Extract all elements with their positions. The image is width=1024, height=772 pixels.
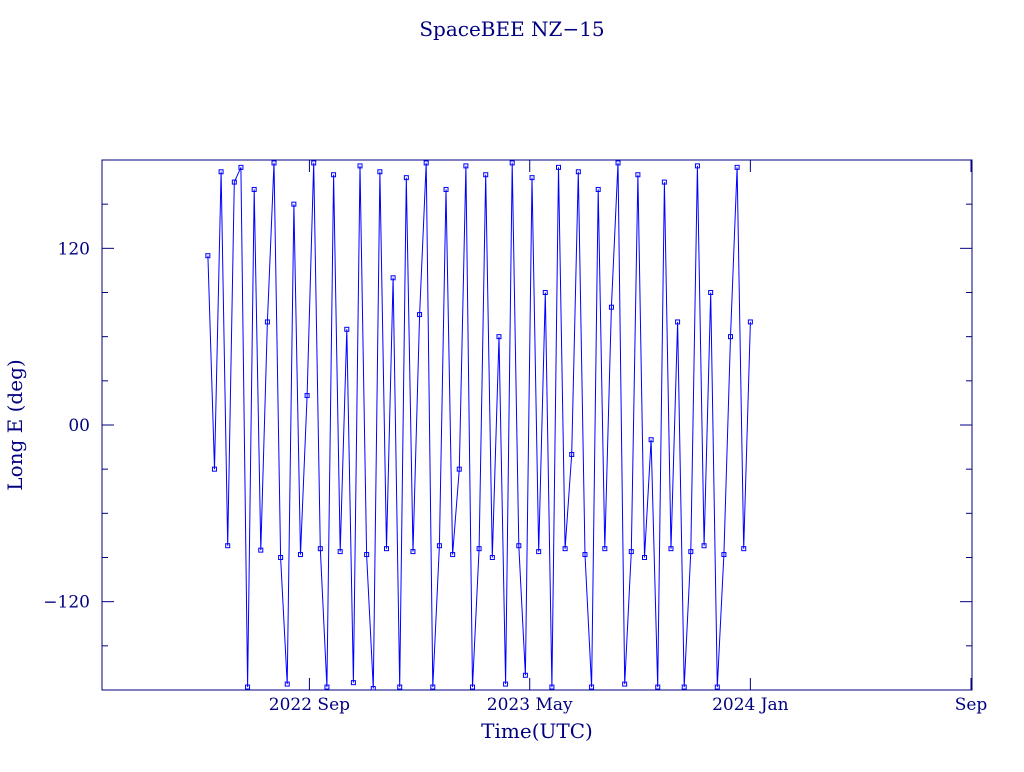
data-point xyxy=(430,684,436,690)
data-point xyxy=(522,672,528,678)
data-point xyxy=(536,549,542,555)
data-point xyxy=(284,681,290,687)
data-point xyxy=(516,543,522,549)
data-point xyxy=(741,546,747,552)
data-point xyxy=(231,179,237,185)
data-point xyxy=(694,163,700,169)
data-point xyxy=(648,437,654,443)
data-point xyxy=(582,552,588,558)
data-line xyxy=(207,162,751,689)
data-point xyxy=(681,684,687,690)
data-point xyxy=(370,686,376,690)
data-point xyxy=(622,681,628,687)
data-point xyxy=(562,546,568,552)
data-point xyxy=(238,164,244,170)
data-point xyxy=(628,549,634,555)
data-point xyxy=(350,680,356,686)
data-point xyxy=(489,555,495,560)
y-tick-label: −120 xyxy=(43,593,90,613)
data-point xyxy=(476,546,482,552)
data-point xyxy=(443,186,449,192)
x-tick-label: 2024 Jan xyxy=(712,695,789,715)
data-point xyxy=(383,546,389,552)
data-point xyxy=(529,175,535,181)
x-tick-label: 2023 May xyxy=(487,695,573,715)
data-point xyxy=(390,275,396,281)
data-point xyxy=(463,163,469,169)
data-point xyxy=(436,543,442,549)
data-point xyxy=(271,160,277,166)
y-axis-label: Long E (deg) xyxy=(3,359,27,490)
data-point xyxy=(496,334,502,340)
data-point xyxy=(291,201,297,207)
data-point xyxy=(344,326,350,332)
data-point xyxy=(569,451,575,457)
data-point xyxy=(655,684,661,690)
data-point xyxy=(258,547,264,553)
data-point xyxy=(575,169,581,175)
data-point xyxy=(728,334,734,340)
data-point xyxy=(450,552,456,558)
data-point xyxy=(642,555,648,560)
data-point xyxy=(661,179,667,185)
data-point xyxy=(595,186,601,192)
data-point xyxy=(211,466,217,472)
data-point xyxy=(304,393,310,399)
data-point xyxy=(218,169,224,175)
data-point xyxy=(635,172,641,178)
data-point xyxy=(225,543,231,549)
data-point xyxy=(509,160,515,166)
data-point xyxy=(311,160,317,166)
data-point xyxy=(264,319,270,325)
data-point xyxy=(542,290,548,295)
data-point xyxy=(245,684,251,690)
x-axis-label: Time(UTC) xyxy=(481,719,593,743)
data-point xyxy=(483,172,489,178)
data-point xyxy=(714,684,720,690)
y-tick-label: 00 xyxy=(68,416,90,436)
data-point xyxy=(324,684,330,690)
plot-area xyxy=(205,160,753,690)
data-point xyxy=(297,552,303,558)
y-tick-label: 120 xyxy=(58,239,90,259)
data-point xyxy=(377,169,383,175)
data-point xyxy=(688,549,694,555)
data-point xyxy=(747,319,753,325)
chart-title: SpaceBEE NZ−15 xyxy=(419,17,604,41)
data-point xyxy=(423,160,429,166)
data-point xyxy=(397,684,403,690)
data-point xyxy=(278,555,284,560)
data-point xyxy=(549,684,555,690)
data-point xyxy=(364,552,370,558)
data-point xyxy=(317,546,323,552)
data-point xyxy=(708,290,714,295)
plot-frame xyxy=(101,159,973,691)
data-point xyxy=(675,319,681,325)
data-point xyxy=(410,549,416,555)
data-point xyxy=(357,163,363,169)
data-point xyxy=(503,681,509,687)
data-point xyxy=(469,684,475,690)
data-point xyxy=(337,549,343,555)
data-point xyxy=(417,312,423,318)
data-point xyxy=(556,164,562,170)
x-tick-label: Sep xyxy=(955,695,988,715)
data-point xyxy=(615,160,621,166)
data-point xyxy=(602,546,608,552)
data-point xyxy=(456,466,462,472)
data-point xyxy=(668,546,674,552)
data-point xyxy=(251,186,257,192)
data-point xyxy=(403,175,409,181)
data-point xyxy=(608,304,614,310)
data-point xyxy=(589,684,595,690)
data-point xyxy=(721,552,727,558)
x-tick-label: 2022 Sep xyxy=(269,695,350,715)
data-point xyxy=(701,543,707,549)
data-point xyxy=(734,164,740,170)
data-point xyxy=(331,172,337,178)
data-point xyxy=(205,253,211,259)
